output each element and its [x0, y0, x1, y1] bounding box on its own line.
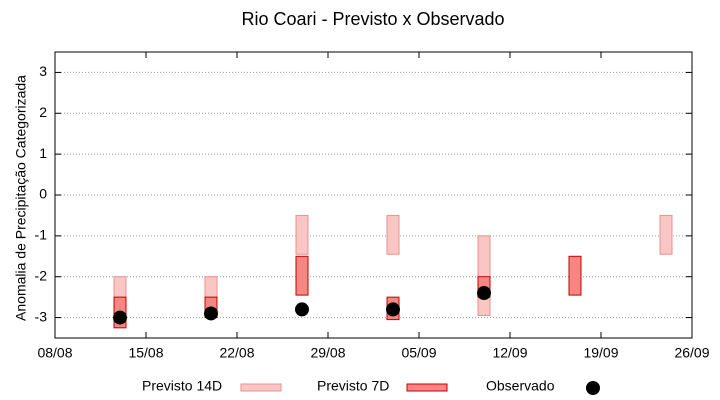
x-tick-label: 08/08	[37, 345, 72, 361]
observed-point	[295, 302, 309, 317]
y-tick-label: -1	[35, 227, 48, 243]
x-tick-label: 19/09	[583, 345, 618, 361]
legend-label: Previsto 7D	[317, 378, 389, 394]
range-bar	[568, 255, 582, 296]
y-axis-label: Anomalia de Precipitação Categorizada	[13, 75, 29, 321]
range-bar	[386, 214, 400, 255]
legend-label: Observado	[486, 378, 555, 394]
x-tick-label: 15/08	[128, 345, 163, 361]
y-tick-label: 2	[39, 104, 47, 120]
x-tick-label: 12/09	[492, 345, 527, 361]
observed-point	[204, 306, 218, 321]
legend-swatch	[240, 383, 282, 392]
legend-label: Previsto 14D	[142, 378, 222, 394]
y-tick-label: 0	[39, 186, 47, 202]
x-tick-label: 05/09	[401, 345, 436, 361]
chart-title: Rio Coari - Previsto x Observado	[241, 9, 504, 29]
y-tick-label: 3	[39, 63, 47, 79]
legend-swatch	[586, 381, 600, 395]
x-tick-label: 29/08	[310, 345, 345, 361]
range-bar	[295, 255, 309, 296]
x-tick-label: 22/08	[219, 345, 254, 361]
range-bar	[659, 214, 673, 255]
observed-point	[113, 310, 127, 325]
y-tick-label: -2	[35, 267, 48, 283]
legend-swatch	[406, 383, 448, 392]
y-tick-label: 1	[39, 145, 47, 161]
observed-point	[477, 286, 491, 301]
x-tick-label: 26/09	[674, 345, 709, 361]
range-bar	[477, 235, 491, 317]
observed-point	[386, 302, 400, 317]
y-tick-label: -3	[35, 308, 48, 324]
range-bar	[295, 214, 309, 255]
